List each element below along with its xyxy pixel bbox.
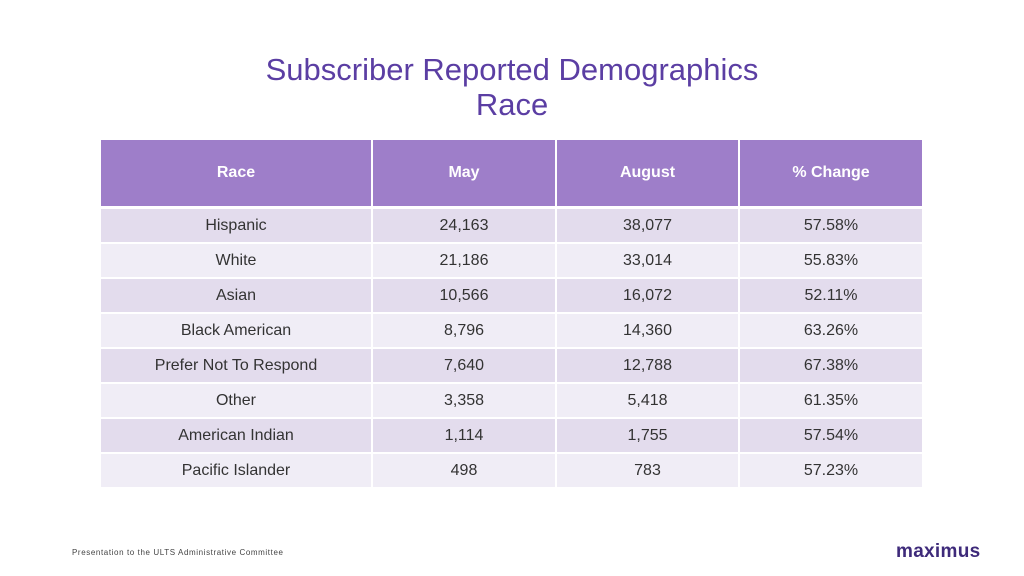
footer-caption: Presentation to the ULTS Administrative … <box>72 548 284 557</box>
table-row: White 21,186 33,014 55.83% <box>101 242 922 278</box>
cell-may: 10,566 <box>371 277 556 313</box>
cell-august: 1,755 <box>555 417 739 453</box>
header-percent-change: % Change <box>738 140 922 209</box>
cell-race: Asian <box>101 277 372 313</box>
cell-percent-change: 61.35% <box>738 382 922 418</box>
cell-august: 5,418 <box>555 382 739 418</box>
cell-race: American Indian <box>101 417 372 453</box>
table-row: Other 3,358 5,418 61.35% <box>101 382 922 418</box>
maximus-logo: maximus <box>896 541 981 562</box>
demographics-table: Race May August % Change Hispanic 24,163… <box>101 140 922 487</box>
table-row: Asian 10,566 16,072 52.11% <box>101 277 922 313</box>
header-may: May <box>371 140 556 209</box>
cell-may: 498 <box>371 452 556 487</box>
cell-race: Hispanic <box>101 206 372 243</box>
cell-percent-change: 57.58% <box>738 206 922 243</box>
cell-may: 3,358 <box>371 382 556 418</box>
cell-race: Other <box>101 382 372 418</box>
cell-percent-change: 52.11% <box>738 277 922 313</box>
table-row: Hispanic 24,163 38,077 57.58% <box>101 206 922 243</box>
title-line-1: Subscriber Reported Demographics <box>265 52 759 87</box>
cell-race: White <box>101 242 372 278</box>
table-row: American Indian 1,114 1,755 57.54% <box>101 417 922 453</box>
cell-race: Pacific Islander <box>101 452 372 487</box>
cell-august: 783 <box>555 452 739 487</box>
cell-august: 14,360 <box>555 312 739 348</box>
table-row: Prefer Not To Respond 7,640 12,788 67.38… <box>101 347 922 383</box>
header-august: August <box>555 140 739 209</box>
cell-may: 24,163 <box>371 206 556 243</box>
cell-august: 33,014 <box>555 242 739 278</box>
cell-august: 12,788 <box>555 347 739 383</box>
header-race: Race <box>101 140 372 209</box>
cell-percent-change: 57.23% <box>738 452 922 487</box>
cell-august: 16,072 <box>555 277 739 313</box>
cell-may: 1,114 <box>371 417 556 453</box>
cell-percent-change: 57.54% <box>738 417 922 453</box>
table-row: Black American 8,796 14,360 63.26% <box>101 312 922 348</box>
cell-percent-change: 67.38% <box>738 347 922 383</box>
cell-race: Black American <box>101 312 372 348</box>
slide-title: Subscriber Reported Demographics Race <box>0 52 1024 122</box>
title-line-2: Race <box>475 87 549 122</box>
cell-percent-change: 63.26% <box>738 312 922 348</box>
table-header-row: Race May August % Change <box>101 140 922 209</box>
cell-may: 8,796 <box>371 312 556 348</box>
cell-august: 38,077 <box>555 206 739 243</box>
cell-race: Prefer Not To Respond <box>101 347 372 383</box>
cell-percent-change: 55.83% <box>738 242 922 278</box>
cell-may: 21,186 <box>371 242 556 278</box>
table-row: Pacific Islander 498 783 57.23% <box>101 452 922 487</box>
cell-may: 7,640 <box>371 347 556 383</box>
